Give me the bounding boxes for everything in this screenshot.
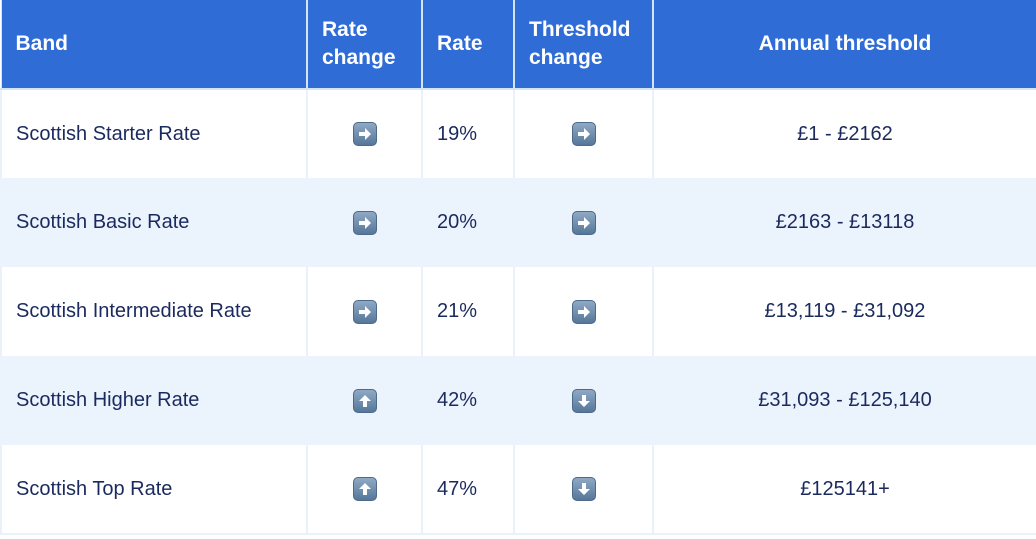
band-cell: Scottish Basic Rate: [0, 178, 308, 267]
table-row: Scottish Starter Rate 19% £1 - £2162: [0, 89, 1036, 178]
table-row: Scottish Basic Rate 20% £2163 - £13118: [0, 178, 1036, 267]
right-arrow-icon: [352, 210, 377, 235]
down-arrow-icon: [571, 477, 596, 501]
rate-change-cell: [306, 445, 423, 535]
right-arrow-icon: [571, 122, 596, 146]
down-arrow-icon: [571, 388, 596, 413]
table-row: Scottish Top Rate 47% £125141+: [0, 445, 1036, 535]
up-arrow-icon: [352, 388, 377, 413]
table-row: Scottish Higher Rate 42% £31,093 - £125,…: [0, 356, 1036, 445]
rate-cell: 20%: [421, 178, 515, 267]
right-arrow-icon: [571, 210, 596, 235]
rate-change-cell: [306, 89, 423, 178]
right-arrow-icon: [352, 122, 377, 146]
band-cell: Scottish Intermediate Rate: [0, 267, 308, 356]
rate-change-cell: [306, 267, 423, 356]
threshold-change-cell: [513, 445, 654, 535]
threshold-change-cell: [513, 178, 654, 267]
threshold-change-cell: [513, 267, 654, 356]
table-row: Scottish Intermediate Rate 21% £13,119 -…: [0, 267, 1036, 356]
band-cell: Scottish Higher Rate: [0, 356, 308, 445]
header-rate: Rate: [421, 0, 515, 90]
header-threshold-change: Threshold change: [513, 0, 654, 90]
band-cell: Scottish Starter Rate: [0, 89, 308, 178]
rate-change-cell: [306, 178, 423, 267]
header-annual-threshold: Annual threshold: [652, 0, 1036, 90]
annual-threshold-cell: £125141+: [652, 445, 1036, 535]
band-cell: Scottish Top Rate: [0, 445, 308, 535]
rate-cell: 47%: [421, 445, 515, 535]
right-arrow-icon: [352, 299, 377, 324]
rate-cell: 21%: [421, 267, 515, 356]
annual-threshold-cell: £13,119 - £31,092: [652, 267, 1036, 356]
up-arrow-icon: [352, 477, 377, 501]
rate-cell: 42%: [421, 356, 515, 445]
table-header-row: Band Rate change Rate Threshold change A…: [0, 0, 1036, 90]
annual-threshold-cell: £2163 - £13118: [652, 178, 1036, 267]
threshold-change-cell: [513, 89, 654, 178]
right-arrow-icon: [571, 299, 596, 324]
threshold-change-cell: [513, 356, 654, 445]
header-rate-change: Rate change: [306, 0, 423, 90]
annual-threshold-cell: £1 - £2162: [652, 89, 1036, 178]
rate-cell: 19%: [421, 89, 515, 178]
header-band: Band: [0, 0, 308, 90]
annual-threshold-cell: £31,093 - £125,140: [652, 356, 1036, 445]
rate-change-cell: [306, 356, 423, 445]
